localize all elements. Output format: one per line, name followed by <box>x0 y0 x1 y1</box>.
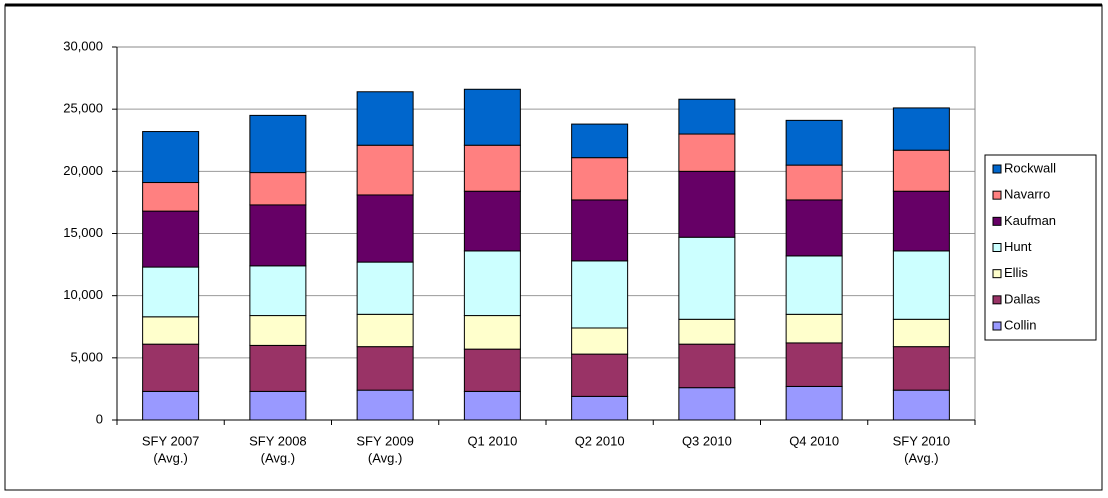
bar-segment <box>892 346 950 391</box>
bar-segment <box>678 170 736 238</box>
y-tick-label: 5,000 <box>70 349 103 364</box>
y-tick-label: 15,000 <box>63 225 103 240</box>
bar-segment <box>571 353 629 397</box>
x-tick-label: (Avg.) <box>153 450 187 465</box>
bar-segment <box>356 194 414 263</box>
y-tick-label: 20,000 <box>63 163 103 178</box>
bar-segment <box>892 107 950 151</box>
bar-segment <box>356 91 414 146</box>
legend-label: Navarro <box>1004 187 1050 202</box>
bar-segment <box>571 123 629 159</box>
x-tick-label: (Avg.) <box>261 450 295 465</box>
legend-swatch <box>992 243 1002 252</box>
x-tick-label: SFY 2007 <box>142 433 200 448</box>
bar-segment <box>892 149 950 192</box>
x-tick-label: Q2 2010 <box>575 433 625 448</box>
bar-segment <box>571 157 629 201</box>
bar-segment <box>785 199 843 257</box>
y-tick-label: 25,000 <box>63 101 103 116</box>
bar-segment <box>249 315 307 346</box>
x-tick-label: Q1 2010 <box>467 433 517 448</box>
legend-box <box>984 154 1097 341</box>
bar-segment <box>249 344 307 392</box>
bar-segment <box>249 172 307 206</box>
bar-segment <box>678 98 736 135</box>
x-tick-label: SFY 2008 <box>249 433 307 448</box>
bar-segment <box>356 389 414 421</box>
legend-label: Dallas <box>1004 291 1041 306</box>
legend-swatch <box>992 216 1002 226</box>
bar-segment <box>892 250 950 320</box>
bar-segment <box>142 266 200 318</box>
bar-segment <box>892 318 950 348</box>
y-tick-label: 30,000 <box>63 38 103 53</box>
bar-segment <box>678 387 736 421</box>
bar-segment <box>142 210 200 268</box>
bar-segment <box>249 204 307 267</box>
bar-segment <box>356 261 414 315</box>
bar-segment <box>356 346 414 391</box>
bar-segment <box>571 327 629 355</box>
x-tick-label: Q3 2010 <box>682 433 732 448</box>
bar-segment <box>463 250 521 317</box>
legend-label: Hunt <box>1004 239 1032 254</box>
legend-label: Ellis <box>1004 265 1028 280</box>
bar-segment <box>785 313 843 344</box>
bar-segment <box>463 190 521 252</box>
bar-segment <box>249 390 307 421</box>
bar-segment <box>249 265 307 317</box>
x-tick-label: Q4 2010 <box>789 433 839 448</box>
bar-segment <box>356 313 414 348</box>
bar-segment <box>785 164 843 201</box>
legend-swatch <box>992 190 1002 200</box>
legend-label: Collin <box>1004 317 1037 332</box>
bar-segment <box>249 114 307 174</box>
bar-segment <box>571 260 629 329</box>
legend-label: Kaufman <box>1004 213 1056 228</box>
x-tick-label: (Avg.) <box>368 450 402 465</box>
bar-segment <box>463 315 521 350</box>
bar-segment <box>785 342 843 387</box>
bar-segment <box>785 385 843 421</box>
bar-segment <box>892 190 950 252</box>
bar-segment <box>678 236 736 320</box>
bar-segment <box>571 199 629 262</box>
x-tick-label: SFY 2010 <box>893 433 951 448</box>
bar-segment <box>142 131 200 184</box>
bar-segment <box>142 182 200 212</box>
bar-segment <box>142 343 200 392</box>
bar-segment <box>356 144 414 196</box>
y-tick-label: 10,000 <box>63 287 103 302</box>
bar-segment <box>571 395 629 421</box>
bar-segment <box>785 119 843 166</box>
bar-segment <box>678 133 736 172</box>
bar-segment <box>678 343 736 389</box>
bar-segment <box>142 390 200 421</box>
bar-segment <box>463 390 521 421</box>
y-tick-label: 0 <box>96 411 103 426</box>
bar-segment <box>142 316 200 345</box>
x-tick-label: (Avg.) <box>904 450 938 465</box>
bar-segment <box>892 389 950 421</box>
legend-label: Rockwall <box>1004 160 1056 175</box>
legend-swatch <box>992 295 1002 305</box>
bar-segment <box>785 255 843 315</box>
bar-segment <box>678 318 736 345</box>
bar-segment <box>463 348 521 392</box>
x-tick-label: SFY 2009 <box>356 433 414 448</box>
legend-swatch <box>992 164 1002 174</box>
bar-segment <box>463 144 521 192</box>
legend-swatch <box>992 321 1002 331</box>
bar-segment <box>463 88 521 146</box>
legend-swatch <box>992 269 1002 279</box>
